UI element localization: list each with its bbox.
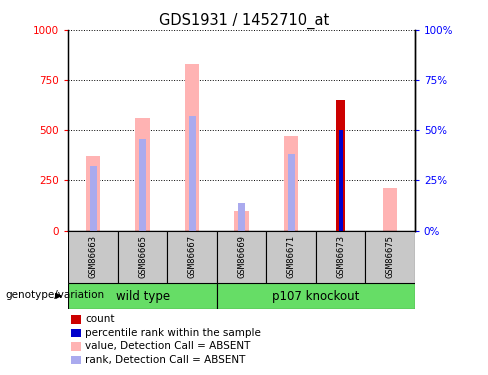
Text: GDS1931 / 1452710_at: GDS1931 / 1452710_at	[159, 13, 329, 29]
Bar	[266, 231, 316, 283]
Text: GSM86671: GSM86671	[286, 236, 296, 278]
Bar	[316, 231, 366, 283]
Bar	[139, 140, 146, 231]
Text: p107 knockout: p107 knockout	[272, 290, 360, 303]
Bar	[339, 130, 343, 231]
Text: wild type: wild type	[116, 290, 170, 303]
Bar	[284, 136, 299, 231]
Text: rank, Detection Call = ABSENT: rank, Detection Call = ABSENT	[85, 355, 246, 365]
Bar	[167, 231, 217, 283]
Bar	[188, 116, 196, 231]
Bar	[238, 202, 245, 231]
Bar	[234, 211, 249, 231]
Bar	[118, 231, 167, 283]
Bar	[287, 154, 295, 231]
Text: GSM86667: GSM86667	[187, 236, 197, 278]
Bar	[90, 166, 97, 231]
Text: GSM86673: GSM86673	[336, 236, 345, 278]
Bar	[68, 231, 118, 283]
Bar	[184, 64, 200, 231]
Text: count: count	[85, 315, 115, 324]
Text: GSM86663: GSM86663	[88, 236, 98, 278]
Bar	[86, 156, 101, 231]
Text: GSM86665: GSM86665	[138, 236, 147, 278]
Text: GSM86675: GSM86675	[386, 236, 395, 278]
Text: GSM86669: GSM86669	[237, 236, 246, 278]
Bar	[336, 100, 345, 231]
Bar	[68, 283, 217, 309]
Bar	[217, 283, 415, 309]
Text: genotype/variation: genotype/variation	[5, 291, 104, 300]
Bar	[217, 231, 266, 283]
Bar	[383, 189, 397, 231]
Text: percentile rank within the sample: percentile rank within the sample	[85, 328, 261, 338]
Bar	[135, 118, 150, 231]
Bar	[366, 231, 415, 283]
Text: value, Detection Call = ABSENT: value, Detection Call = ABSENT	[85, 342, 251, 351]
